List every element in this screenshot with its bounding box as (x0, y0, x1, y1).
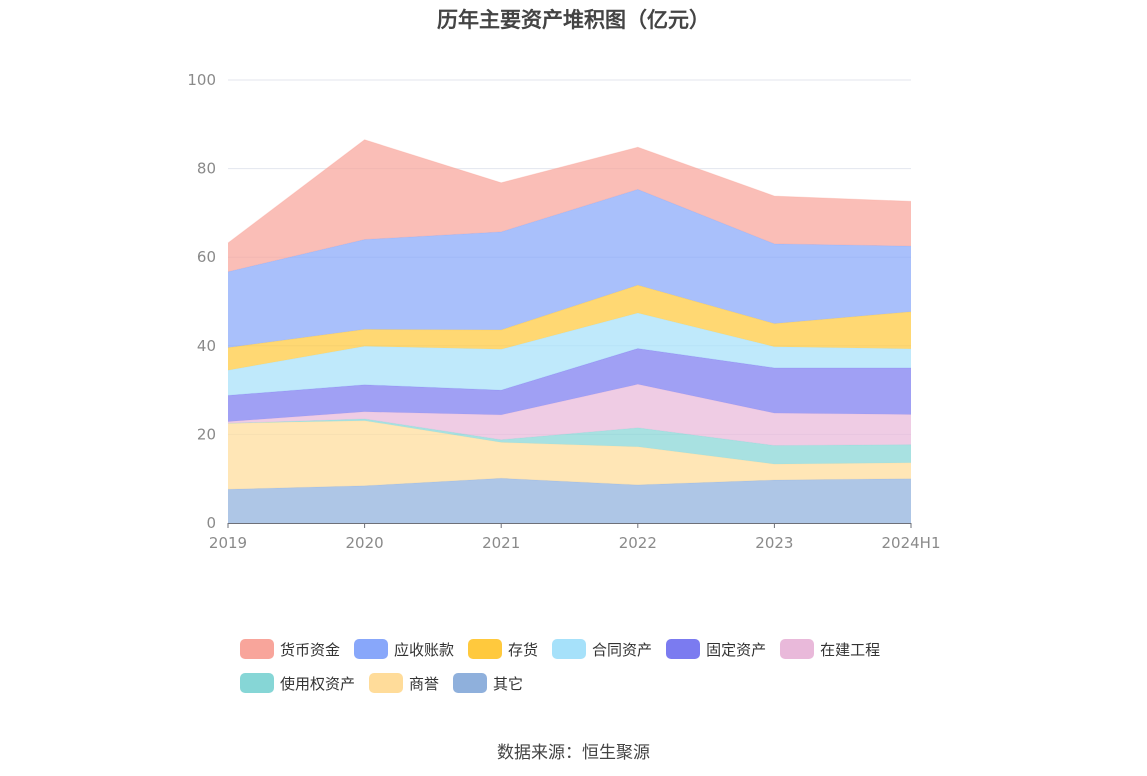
legend-item[interactable]: 合同资产 (552, 638, 652, 660)
x-axis (227, 523, 912, 528)
legend-label: 使用权资产 (280, 674, 356, 693)
area-series-6 (228, 285, 911, 371)
x-tick-label: 2023 (755, 534, 793, 552)
x-tick-label: 2022 (619, 534, 657, 552)
legend-item[interactable]: 其它 (453, 672, 523, 694)
y-tick-label: 80 (197, 160, 216, 178)
legend-swatch (468, 639, 503, 659)
legend-label: 存货 (508, 640, 539, 659)
area-edge-8 (227, 139, 912, 244)
y-tick-label: 100 (187, 71, 216, 89)
legend-label: 固定资产 (706, 640, 767, 659)
legend-label: 商誉 (409, 674, 440, 693)
stacked-area-chart: 0 20 40 60 80 100 2019 2020 2021 2022 2023 2024H1 (187, 71, 941, 552)
legend-item[interactable]: 货币资金 (240, 638, 340, 660)
y-tick-label: 20 (197, 425, 216, 443)
data-source: 数据来源：恒生聚源 (497, 743, 650, 763)
legend-swatch (240, 639, 274, 659)
y-axis: 0 20 40 60 80 100 (187, 71, 216, 532)
legend-swatch (666, 639, 701, 659)
y-tick-label: 40 (197, 337, 216, 355)
legend-label: 货币资金 (280, 640, 341, 659)
area-series-1 (228, 420, 911, 490)
chart-title: 历年主要资产堆积图（亿元） (437, 8, 710, 32)
legend-label: 其它 (493, 674, 524, 693)
area-series-4 (228, 348, 911, 422)
legend-item[interactable]: 使用权资产 (240, 672, 355, 694)
legend-swatch (240, 673, 274, 693)
x-tick-label: 2021 (482, 534, 520, 552)
y-tick-label: 60 (197, 248, 216, 266)
x-tick-label: 2020 (346, 534, 384, 552)
legend-item[interactable]: 固定资产 (666, 638, 766, 660)
legend-item[interactable]: 应收账款 (354, 638, 454, 660)
legend-item[interactable]: 在建工程 (780, 638, 880, 660)
legend-label: 合同资产 (592, 640, 653, 659)
x-tick-labels: 2019 2020 2021 2022 2023 2024H1 (209, 534, 941, 552)
area-series-8 (228, 139, 911, 272)
legend-swatch (552, 639, 587, 659)
y-tick-label: 0 (206, 514, 216, 532)
legend-item[interactable]: 商誉 (369, 672, 439, 694)
legend: 货币资金 应收账款 存货 合同资产 固定资产 在建工程使用权资产 商誉 其它 (240, 638, 960, 706)
area-series-5 (228, 313, 911, 396)
legend-label: 在建工程 (820, 640, 881, 659)
x-tick-label: 2019 (209, 534, 247, 552)
legend-label: 应收账款 (394, 640, 455, 659)
legend-swatch (369, 673, 404, 693)
x-tick-label: 2024H1 (882, 534, 941, 552)
legend-swatch (354, 639, 389, 659)
area-series-3 (228, 384, 911, 446)
legend-item[interactable]: 存货 (468, 638, 538, 660)
legend-swatch (453, 673, 488, 693)
area-series-0 (228, 478, 911, 523)
legend-swatch (780, 639, 815, 659)
area-series (227, 139, 912, 523)
area-series-7 (228, 189, 911, 348)
area-series-2 (228, 418, 911, 465)
